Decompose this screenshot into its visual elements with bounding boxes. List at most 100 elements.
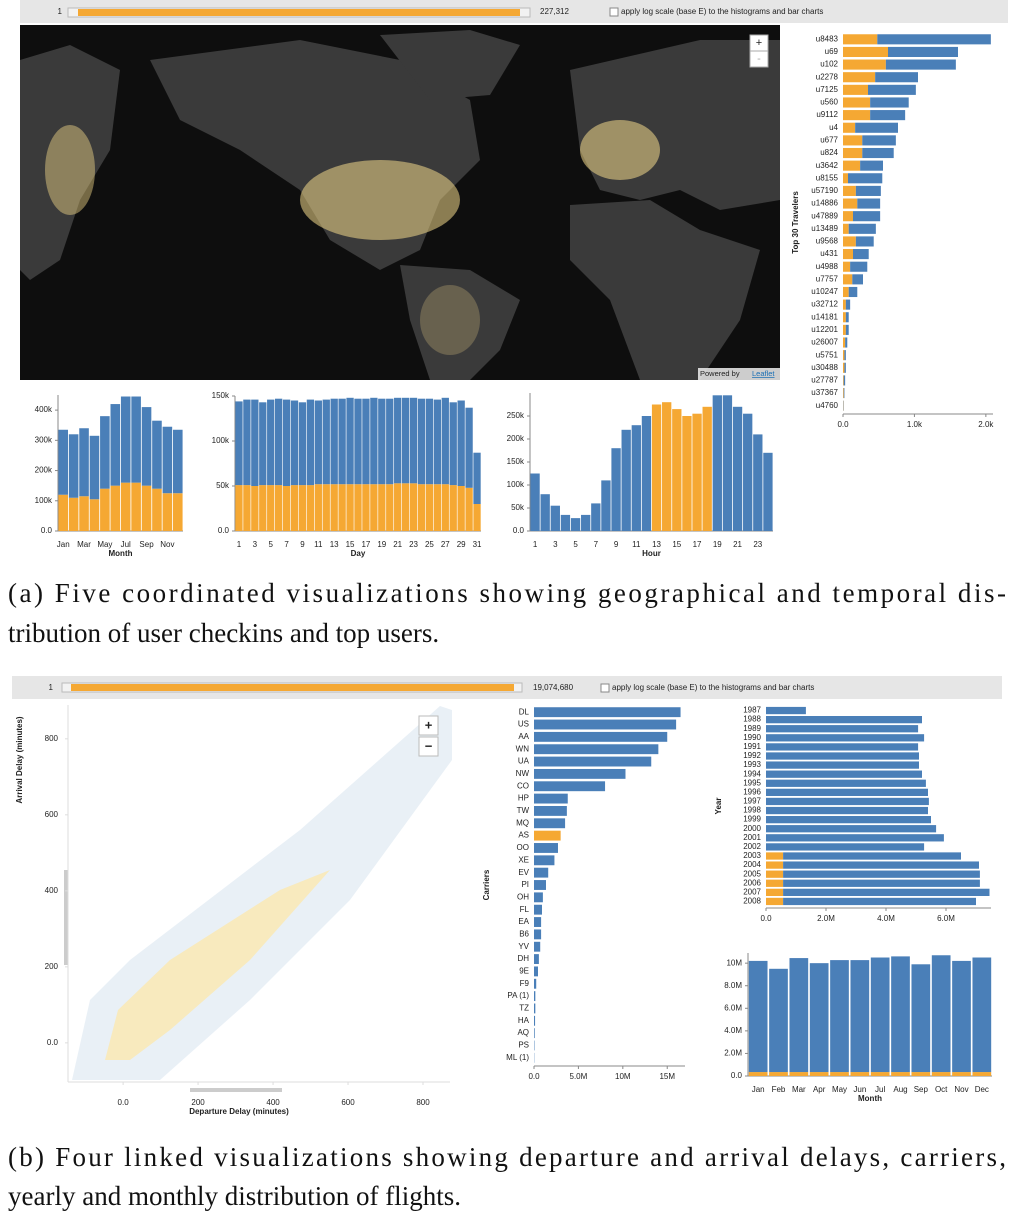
zoom-out-button[interactable] <box>749 50 769 68</box>
zoom-out[interactable]: − <box>425 738 433 753</box>
bar[interactable] <box>860 160 883 171</box>
bar[interactable] <box>843 135 863 146</box>
bar[interactable] <box>338 398 346 485</box>
bar[interactable] <box>298 402 307 486</box>
bar[interactable] <box>306 485 315 531</box>
bar[interactable] <box>843 274 853 285</box>
bar[interactable] <box>862 135 896 146</box>
bar[interactable] <box>843 198 858 209</box>
bar[interactable] <box>534 781 606 792</box>
bar[interactable] <box>534 978 537 989</box>
bar[interactable] <box>58 494 68 531</box>
bar[interactable] <box>766 788 928 796</box>
bar[interactable] <box>843 34 878 45</box>
bar[interactable] <box>282 486 291 531</box>
bar[interactable] <box>534 756 652 767</box>
bar[interactable] <box>141 407 152 486</box>
bar[interactable] <box>843 261 851 272</box>
bar[interactable] <box>346 397 354 485</box>
bar[interactable] <box>766 825 937 833</box>
scrollbar[interactable] <box>190 1088 282 1092</box>
bar[interactable] <box>540 494 550 531</box>
bar[interactable] <box>843 147 863 159</box>
bar[interactable] <box>843 375 846 386</box>
bar[interactable] <box>534 954 539 965</box>
bar[interactable] <box>850 960 870 1073</box>
bar[interactable] <box>743 413 753 531</box>
bar[interactable] <box>601 480 611 531</box>
bar[interactable] <box>534 880 546 890</box>
bar[interactable] <box>662 402 672 531</box>
bar[interactable] <box>534 855 555 866</box>
bar[interactable] <box>79 496 89 531</box>
bar[interactable] <box>534 929 542 940</box>
bar[interactable] <box>843 387 844 399</box>
bar[interactable] <box>848 173 883 184</box>
bar[interactable] <box>830 960 849 1073</box>
bar[interactable] <box>386 398 394 485</box>
bar[interactable] <box>766 716 922 724</box>
bar[interactable] <box>449 485 457 531</box>
bar[interactable] <box>534 731 668 742</box>
bar[interactable] <box>282 399 291 486</box>
bar[interactable] <box>766 888 784 896</box>
zoom-in[interactable]: + <box>425 717 433 732</box>
bar[interactable] <box>394 397 402 484</box>
bar[interactable] <box>152 420 162 489</box>
bar[interactable] <box>809 963 829 1073</box>
bar[interactable] <box>766 897 784 906</box>
bar[interactable] <box>141 485 152 531</box>
bar[interactable] <box>58 429 68 495</box>
bar[interactable] <box>783 888 990 896</box>
bar[interactable] <box>530 473 540 532</box>
bar[interactable] <box>417 484 426 531</box>
bar[interactable] <box>843 173 848 184</box>
bar[interactable] <box>911 964 931 1073</box>
bar[interactable] <box>534 917 542 927</box>
bar[interactable] <box>534 966 538 977</box>
bar[interactable] <box>306 399 315 486</box>
bar[interactable] <box>845 312 849 323</box>
bar[interactable] <box>766 734 925 742</box>
bar[interactable] <box>274 485 283 531</box>
bar[interactable] <box>338 484 346 531</box>
bar[interactable] <box>809 1072 829 1076</box>
bar[interactable] <box>560 514 571 531</box>
bar[interactable] <box>235 401 243 486</box>
bar[interactable] <box>766 797 929 806</box>
bar[interactable] <box>581 514 591 531</box>
bar[interactable] <box>173 493 183 531</box>
bar[interactable] <box>843 362 845 373</box>
bar[interactable] <box>259 402 267 486</box>
bar[interactable] <box>843 110 871 121</box>
bar[interactable] <box>354 398 362 485</box>
bar[interactable] <box>449 402 457 486</box>
bar[interactable] <box>843 160 861 171</box>
bar[interactable] <box>534 707 681 718</box>
bar[interactable] <box>853 211 881 222</box>
bar[interactable] <box>763 452 773 531</box>
bar[interactable] <box>346 484 354 531</box>
bar[interactable] <box>89 499 100 531</box>
bar[interactable] <box>534 719 677 730</box>
bar[interactable] <box>911 1072 931 1076</box>
bar[interactable] <box>952 1072 971 1076</box>
bar[interactable] <box>473 504 481 531</box>
bar[interactable] <box>870 110 906 121</box>
bar[interactable] <box>370 484 378 531</box>
bar[interactable] <box>298 485 307 531</box>
bar[interactable] <box>362 484 370 531</box>
bar[interactable] <box>267 399 275 486</box>
bar[interactable] <box>845 337 848 348</box>
bar[interactable] <box>766 806 928 815</box>
bar[interactable] <box>843 211 853 222</box>
bar[interactable] <box>844 350 846 361</box>
bar[interactable] <box>534 991 536 1002</box>
bar[interactable] <box>870 957 890 1073</box>
bar[interactable] <box>766 761 919 769</box>
bar[interactable] <box>843 299 846 310</box>
bar[interactable] <box>766 852 784 860</box>
bar[interactable] <box>534 830 561 841</box>
bar[interactable] <box>732 406 743 531</box>
bar[interactable] <box>267 485 275 531</box>
